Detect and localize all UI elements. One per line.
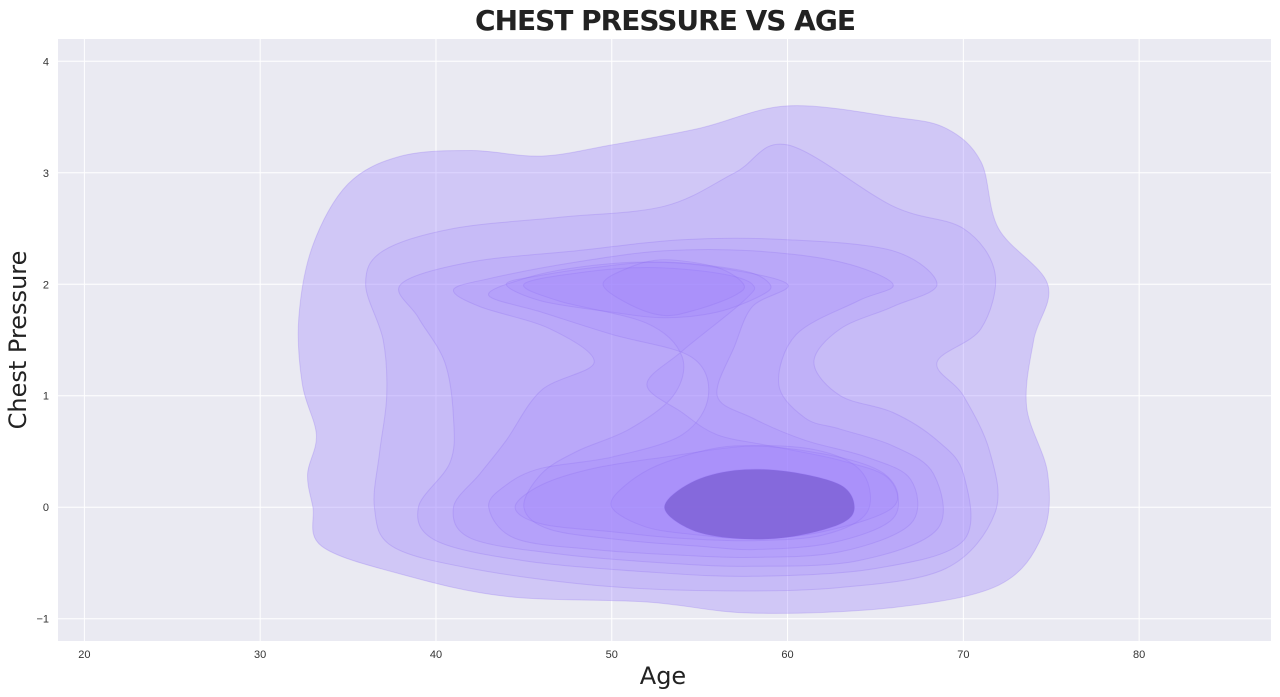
contour-level-2	[365, 143, 999, 592]
x-tick-label: 50	[606, 649, 618, 661]
y-tick-label: −1	[36, 614, 49, 626]
contour-level-10	[505, 261, 772, 319]
density-contours	[297, 105, 1050, 614]
x-tick-label: 80	[1133, 649, 1145, 661]
x-tick-label: 60	[781, 649, 793, 661]
x-axis-ticks: 20 30 40 50 60 70 80	[78, 649, 1145, 661]
grid-lines	[58, 39, 1271, 641]
x-tick-label: 30	[254, 649, 266, 661]
x-axis-label: Age	[640, 662, 686, 690]
y-tick-label: 3	[43, 168, 49, 180]
x-tick-label: 40	[430, 649, 442, 661]
x-tick-label: 20	[78, 649, 90, 661]
y-tick-label: 1	[43, 391, 49, 403]
chart-title: CHEST PRESSURE VS AGE	[475, 4, 855, 37]
y-axis-label: Chest Pressure	[4, 251, 32, 430]
contour-level-1	[297, 105, 1050, 614]
y-axis-ticks: −1 0 1 2 3 4	[36, 56, 49, 625]
x-tick-label: 70	[957, 649, 969, 661]
contour-level-9	[663, 468, 855, 540]
y-tick-label: 0	[43, 502, 49, 514]
contour-level-11	[602, 259, 745, 317]
y-tick-label: 2	[43, 279, 49, 291]
y-tick-label: 4	[43, 56, 49, 68]
